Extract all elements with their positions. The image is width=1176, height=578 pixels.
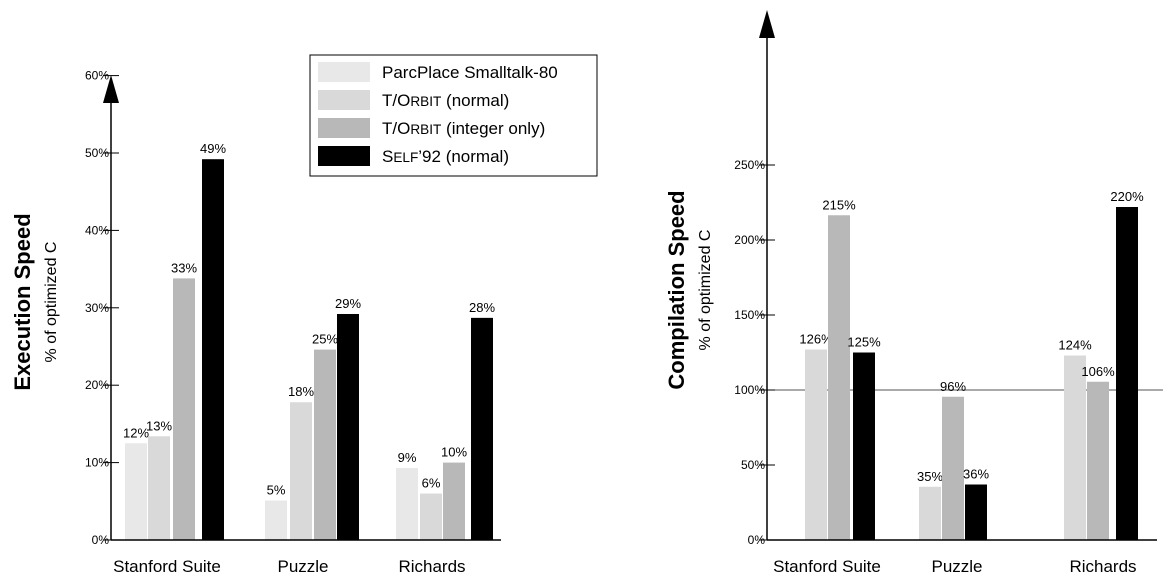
execution-speed-chart: 12% 5% 9% 13% 18% 6% 33% 25% 10% 49% 29% 28% 0% 10% 20…: [10, 69, 501, 576]
bar: [1087, 381, 1109, 540]
bar: [125, 443, 147, 540]
data-label: 220%: [1110, 189, 1144, 204]
legend-label: T/ORBIT (normal): [382, 91, 509, 110]
bar: [420, 493, 442, 540]
y-tick-label: 150%: [734, 308, 765, 322]
category-label: Richards: [398, 557, 465, 576]
bar: [290, 402, 312, 540]
legend-swatch: [318, 118, 370, 138]
data-label: 215%: [822, 197, 856, 212]
y-tick-label: 200%: [734, 233, 765, 247]
y-axis-subtitle: % of optimized C: [43, 242, 60, 363]
bar: [337, 313, 359, 540]
bar: [965, 484, 987, 540]
data-label: 96%: [940, 379, 966, 394]
data-label: 35%: [917, 469, 943, 484]
y-tick-label: 50%: [741, 458, 765, 472]
data-label: 33%: [171, 260, 197, 275]
data-label: 28%: [469, 300, 495, 315]
data-label: 10%: [441, 445, 467, 460]
y-tick-label: 10%: [85, 456, 109, 470]
legend-label: SELF’92 (normal): [382, 147, 509, 166]
bar: [396, 468, 418, 540]
bar: [148, 436, 170, 540]
y-axis-subtitle: % of optimized C: [697, 230, 714, 351]
legend-swatch: [318, 90, 370, 110]
data-label: 124%: [1058, 338, 1092, 353]
bar: [919, 486, 941, 540]
legend-label: T/ORBIT (integer only): [382, 119, 545, 138]
legend-swatch: [318, 62, 370, 82]
y-axis-arrow: [759, 10, 775, 38]
y-tick-label: 0%: [748, 533, 766, 547]
bar: [828, 215, 850, 540]
data-label: 5%: [267, 483, 286, 498]
bar: [314, 349, 336, 540]
y-tick-label: 40%: [85, 223, 109, 237]
category-label: Stanford Suite: [773, 557, 881, 576]
bar: [173, 278, 195, 540]
y-axis-title: Execution Speed: [10, 213, 35, 390]
bar: [471, 317, 493, 540]
y-tick-label: 50%: [85, 146, 109, 160]
data-label: 13%: [146, 418, 172, 433]
y-axis-title: Compilation Speed: [664, 190, 689, 389]
legend-swatch: [318, 146, 370, 166]
data-label: 49%: [200, 141, 226, 156]
category-label: Richards: [1069, 557, 1136, 576]
data-label: 36%: [963, 467, 989, 482]
data-label: 125%: [847, 335, 881, 350]
data-label: 126%: [799, 332, 833, 347]
legend-label: ParcPlace Smalltalk-80: [382, 63, 558, 82]
data-label: 12%: [123, 425, 149, 440]
y-tick-label: 0%: [92, 533, 110, 547]
y-axis-arrow: [103, 75, 119, 103]
category-label: Puzzle: [931, 557, 982, 576]
category-label: Stanford Suite: [113, 557, 221, 576]
y-tick-label: 30%: [85, 301, 109, 315]
bar: [805, 349, 827, 540]
bar: [443, 462, 465, 540]
compilation-speed-chart: 126% 35% 124% 215% 96% 106% 125% 36% 220% 0% 50% 10…: [664, 10, 1163, 576]
category-label: Puzzle: [277, 557, 328, 576]
data-label: 25%: [312, 332, 338, 347]
data-label: 106%: [1081, 364, 1115, 379]
data-label: 18%: [288, 384, 314, 399]
y-tick-label: 100%: [734, 383, 765, 397]
data-label: 9%: [398, 450, 417, 465]
bar: [202, 159, 224, 540]
bar: [1064, 355, 1086, 540]
bar: [942, 396, 964, 540]
bar: [1116, 207, 1138, 540]
chart-legend: ParcPlace Smalltalk-80 T/ORBIT (normal) T/…: [309, 54, 598, 177]
y-tick-label: 20%: [85, 378, 109, 392]
bar: [265, 500, 287, 540]
data-label: 29%: [335, 296, 361, 311]
data-label: 6%: [422, 476, 441, 491]
y-tick-label: 250%: [734, 158, 765, 172]
bar: [853, 352, 875, 540]
y-tick-label: 60%: [85, 69, 109, 83]
